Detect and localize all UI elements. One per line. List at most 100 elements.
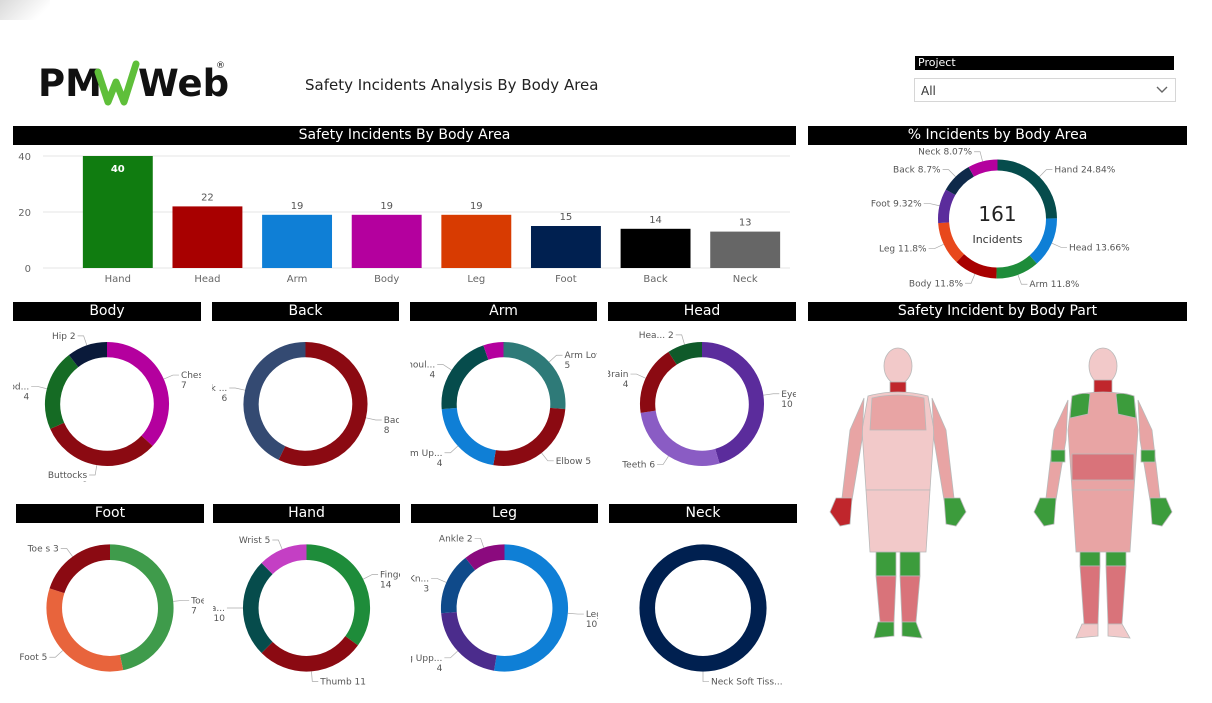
donut-slice-label: Head 13.66%	[1069, 243, 1130, 253]
donut-slice-arm-11-8[interactable]	[996, 255, 1037, 279]
label-leader-line	[60, 548, 73, 557]
donut-slice-label: Eye s	[781, 390, 796, 400]
donut-slice-thumb-11[interactable]	[261, 635, 358, 672]
donut-slice-back[interactable]	[243, 341, 306, 460]
donut-slice-elbow-5[interactable]	[493, 407, 566, 466]
donut-slice-label: Neck Soft Tiss...	[711, 678, 783, 688]
donut-slice-leg-upp[interactable]	[441, 611, 497, 671]
body-donut-chart: Chest7 Buttocks6 Abd...4 Hip 2	[13, 332, 201, 482]
label-leader-line	[974, 151, 983, 162]
bar-value-label: 40	[111, 164, 125, 175]
donut-slice-hand-24-84[interactable]	[997, 159, 1057, 219]
logo-w-mark	[94, 60, 140, 106]
label-leader-line	[163, 374, 179, 380]
x-category-label: Hand	[105, 274, 131, 285]
bar-hand[interactable]	[82, 156, 153, 268]
label-leader-line	[657, 455, 669, 465]
donut-slice-label: Brain	[608, 370, 628, 380]
donut-slice-leg-11-8[interactable]	[938, 222, 965, 263]
donut-slice-chest[interactable]	[106, 341, 169, 446]
label-leader-line	[1039, 169, 1053, 177]
donut-slice-arm-low[interactable]	[503, 341, 566, 410]
bar-arm[interactable]	[262, 214, 333, 268]
label-leader-line	[548, 354, 563, 363]
logo-web-text: Web	[138, 62, 228, 105]
label-leader-line	[1051, 242, 1067, 248]
donut-slice-foot-5[interactable]	[46, 588, 124, 672]
donut-slice-slice[interactable]	[483, 341, 504, 360]
donut-slice-ankle-2[interactable]	[465, 544, 505, 571]
donut-slice-leg-l[interactable]	[494, 544, 569, 672]
donut-slice-label: Neck 8.07%	[918, 148, 972, 158]
donut-slice-back-lo[interactable]	[278, 341, 368, 467]
donut-slice-label: Hea... 2	[639, 331, 674, 341]
back-hand-right	[1033, 497, 1057, 527]
front-knee-left	[899, 551, 921, 577]
donut-slice-hea-2[interactable]	[668, 341, 703, 365]
donut-slice-head-13-66[interactable]	[1029, 218, 1057, 264]
donut-slice-hip-2[interactable]	[68, 341, 108, 368]
pct-donut-chart: Hand 24.84% Head 13.66% Arm 11.8% Body 11.8…	[871, 148, 1130, 290]
bar-value-label: 15	[560, 212, 573, 223]
bar-value-label: 22	[201, 192, 214, 203]
bar-head[interactable]	[172, 206, 243, 268]
label-leader-line	[31, 385, 47, 390]
front-arm-right	[841, 397, 865, 501]
front-chest	[869, 394, 927, 431]
x-category-label: Back	[643, 274, 667, 285]
front-hand-right	[829, 497, 853, 527]
bar-back[interactable]	[620, 228, 691, 268]
donut-slice-value: 6	[81, 481, 87, 482]
bar-foot[interactable]	[530, 226, 601, 268]
logo-pm-text: PM	[38, 62, 102, 105]
donut-slice-value: 10	[586, 620, 598, 630]
project-slicer-value: All	[921, 84, 936, 98]
donut-slice-arm-up[interactable]	[441, 407, 497, 466]
donut-slice-brain[interactable]	[640, 351, 677, 413]
donut-slice-value: 14	[380, 581, 392, 591]
bar-neck[interactable]	[710, 231, 781, 268]
back-knee-right	[1079, 551, 1101, 567]
back-shoulder-right	[1069, 392, 1091, 419]
donut-slice-label: Kn...	[411, 574, 429, 584]
label-leader-line	[311, 671, 319, 682]
donut-slice-toe-g[interactable]	[109, 544, 174, 671]
donut-slice-label: Leg Upp...	[411, 654, 442, 664]
donut-slice-label: Toe G...	[190, 596, 204, 606]
donut-slice-wrist-5[interactable]	[261, 544, 307, 575]
donut-slice-finger-s[interactable]	[306, 544, 371, 646]
donut-slice-ha[interactable]	[243, 563, 273, 653]
bar-value-label: 13	[739, 218, 752, 229]
project-slicer-dropdown[interactable]: All	[914, 78, 1176, 102]
donut-slice-back-8-7[interactable]	[945, 166, 975, 196]
bodymap-title: Safety Incident by Body Part	[808, 302, 1187, 321]
donut-slice-label: Foot 5	[19, 653, 47, 663]
donut-slice-shoul[interactable]	[441, 345, 489, 410]
donut-slice-toe-s-3[interactable]	[49, 544, 111, 594]
donut-slice-label: Back Lo...	[384, 416, 399, 426]
bar-body[interactable]	[351, 214, 422, 268]
donut-slice-label: Thumb 11	[319, 677, 366, 687]
head-chart-title: Head	[608, 302, 796, 321]
donut-slice-neck-8-07[interactable]	[968, 159, 998, 177]
donut-slice-value: 7	[191, 606, 197, 616]
donut-slice-neck-soft-tiss[interactable]	[639, 544, 767, 672]
front-leg-right	[875, 575, 897, 623]
donut-slice-label: Toe s 3	[27, 544, 59, 554]
hand-chart-title: Hand	[213, 504, 400, 523]
bar-leg[interactable]	[441, 214, 512, 268]
donut-slice-value: 3	[423, 584, 429, 594]
donut-slice-abd[interactable]	[45, 355, 79, 429]
front-leg-left	[899, 575, 921, 623]
donut-slice-label: Body 11.8%	[909, 279, 964, 289]
donut-slice-foot-9-32[interactable]	[938, 189, 956, 224]
y-tick-label: 40	[18, 152, 31, 163]
foot-chart-title: Foot	[16, 504, 204, 523]
back-elbow-left	[1140, 449, 1156, 463]
donut-slice-eye-s[interactable]	[701, 341, 764, 464]
donut-slice-kn[interactable]	[440, 557, 476, 614]
front-hips	[865, 489, 931, 553]
donut-slice-teeth-6[interactable]	[640, 410, 720, 466]
donut-slice-buttocks[interactable]	[50, 422, 153, 466]
donut-slice-body-11-8[interactable]	[956, 253, 997, 279]
